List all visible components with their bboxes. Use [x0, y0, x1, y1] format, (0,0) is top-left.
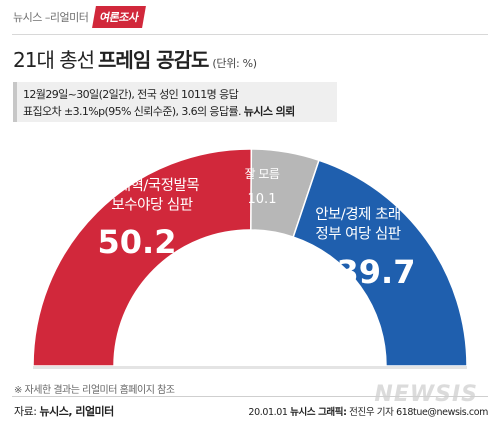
credit-label: 뉴시스 그래픽: [290, 407, 347, 418]
slice-3 [292, 159, 468, 367]
slice-1-label: 반개혁/국정발목 [105, 177, 199, 194]
chart-title: 21대 총선 프레임 공감도 (단위: %) [13, 44, 257, 73]
title-part1: 21대 총선 [13, 48, 95, 72]
chart-baseline [33, 366, 467, 369]
title-part2: 프레임 공감도 [98, 48, 209, 72]
footer-source: 자료: 뉴시스, 리얼미터 [14, 403, 114, 419]
slice-3-label: 안보/경제 초래 [315, 206, 401, 223]
source-prefix: 자료: [14, 405, 37, 418]
footer-credit: 20.01.01 뉴시스 그래픽: 전진우 기자 618tue@newsis.c… [248, 404, 488, 418]
source-names: 뉴시스, 리얼미터 [39, 405, 114, 418]
title-unit: (단위: %) [212, 57, 257, 70]
survey-method: 표집오차 ±3.1%p(95% 신뢰수준), 3.6의 응답률. 뉴시스 의뢰 [23, 103, 295, 119]
info-accent-bar [13, 82, 17, 122]
footer-date: 20.01.01 [248, 407, 288, 418]
credit-name: 전진우 기자 618tue@newsis.com [349, 407, 488, 418]
footer-divider [12, 396, 488, 397]
newsis-watermark: NEWSIS [374, 382, 478, 407]
slice-3-label: 정부 여당 심판 [315, 226, 400, 243]
slice-1-label: 보수야당 심판 [111, 197, 192, 214]
header-divider [12, 34, 488, 35]
slice-1 [32, 148, 253, 367]
header-bar: 뉴시스 –리얼미터 여론조사 [13, 6, 147, 28]
slice-1-value: 50.2 [98, 223, 177, 261]
survey-error: 표집오차 ±3.1%p(95% 신뢰수준), 3.6의 응답률. [23, 105, 241, 118]
survey-info-box: 12월29일~30일(2일간), 전국 성인 1011명 응답 표집오차 ±3.… [13, 82, 337, 122]
slice-2-value: 10.1 [248, 192, 277, 207]
footnote: ※ 자세한 결과는 리얼미터 홈페이지 참조 [14, 385, 175, 396]
slice-2-label: 잘 모름 [245, 167, 280, 181]
slice-3-value: 39.7 [337, 253, 416, 291]
survey-client: 뉴시스 의뢰 [243, 105, 295, 118]
header-source: 뉴시스 –리얼미터 [13, 11, 89, 24]
survey-period: 12월29일~30일(2일간), 전국 성인 1011명 응답 [23, 88, 239, 101]
